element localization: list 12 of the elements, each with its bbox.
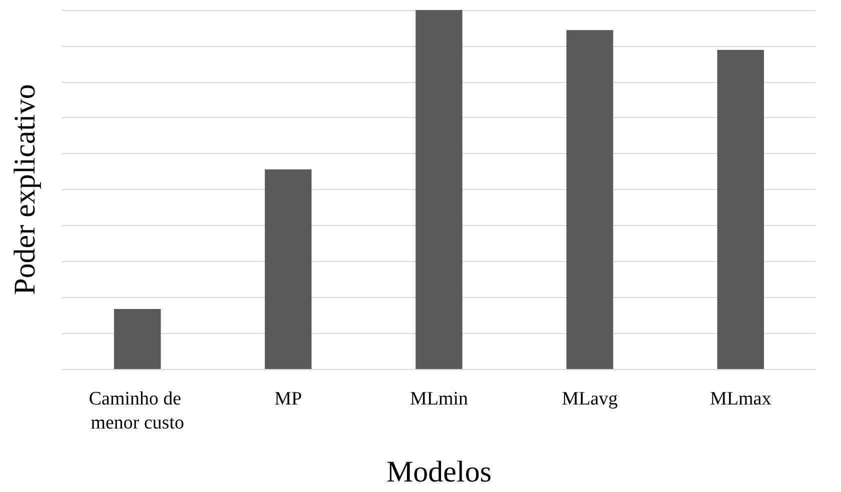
x-tick-label: MLavg: [562, 388, 618, 410]
bar: [264, 169, 312, 369]
bar: [114, 309, 161, 369]
bar: [717, 50, 764, 369]
x-tick-label: MLmin: [410, 388, 469, 410]
y-axis-title: Poder explicativo: [8, 84, 42, 295]
bar: [566, 30, 614, 369]
bar: [416, 10, 462, 369]
x-tick-label: MLmax: [710, 388, 772, 410]
x-tick-label: MP: [274, 388, 302, 410]
x-tick-label: Caminho de menor custo: [88, 388, 186, 434]
x-axis-title: Modelos: [386, 456, 492, 488]
